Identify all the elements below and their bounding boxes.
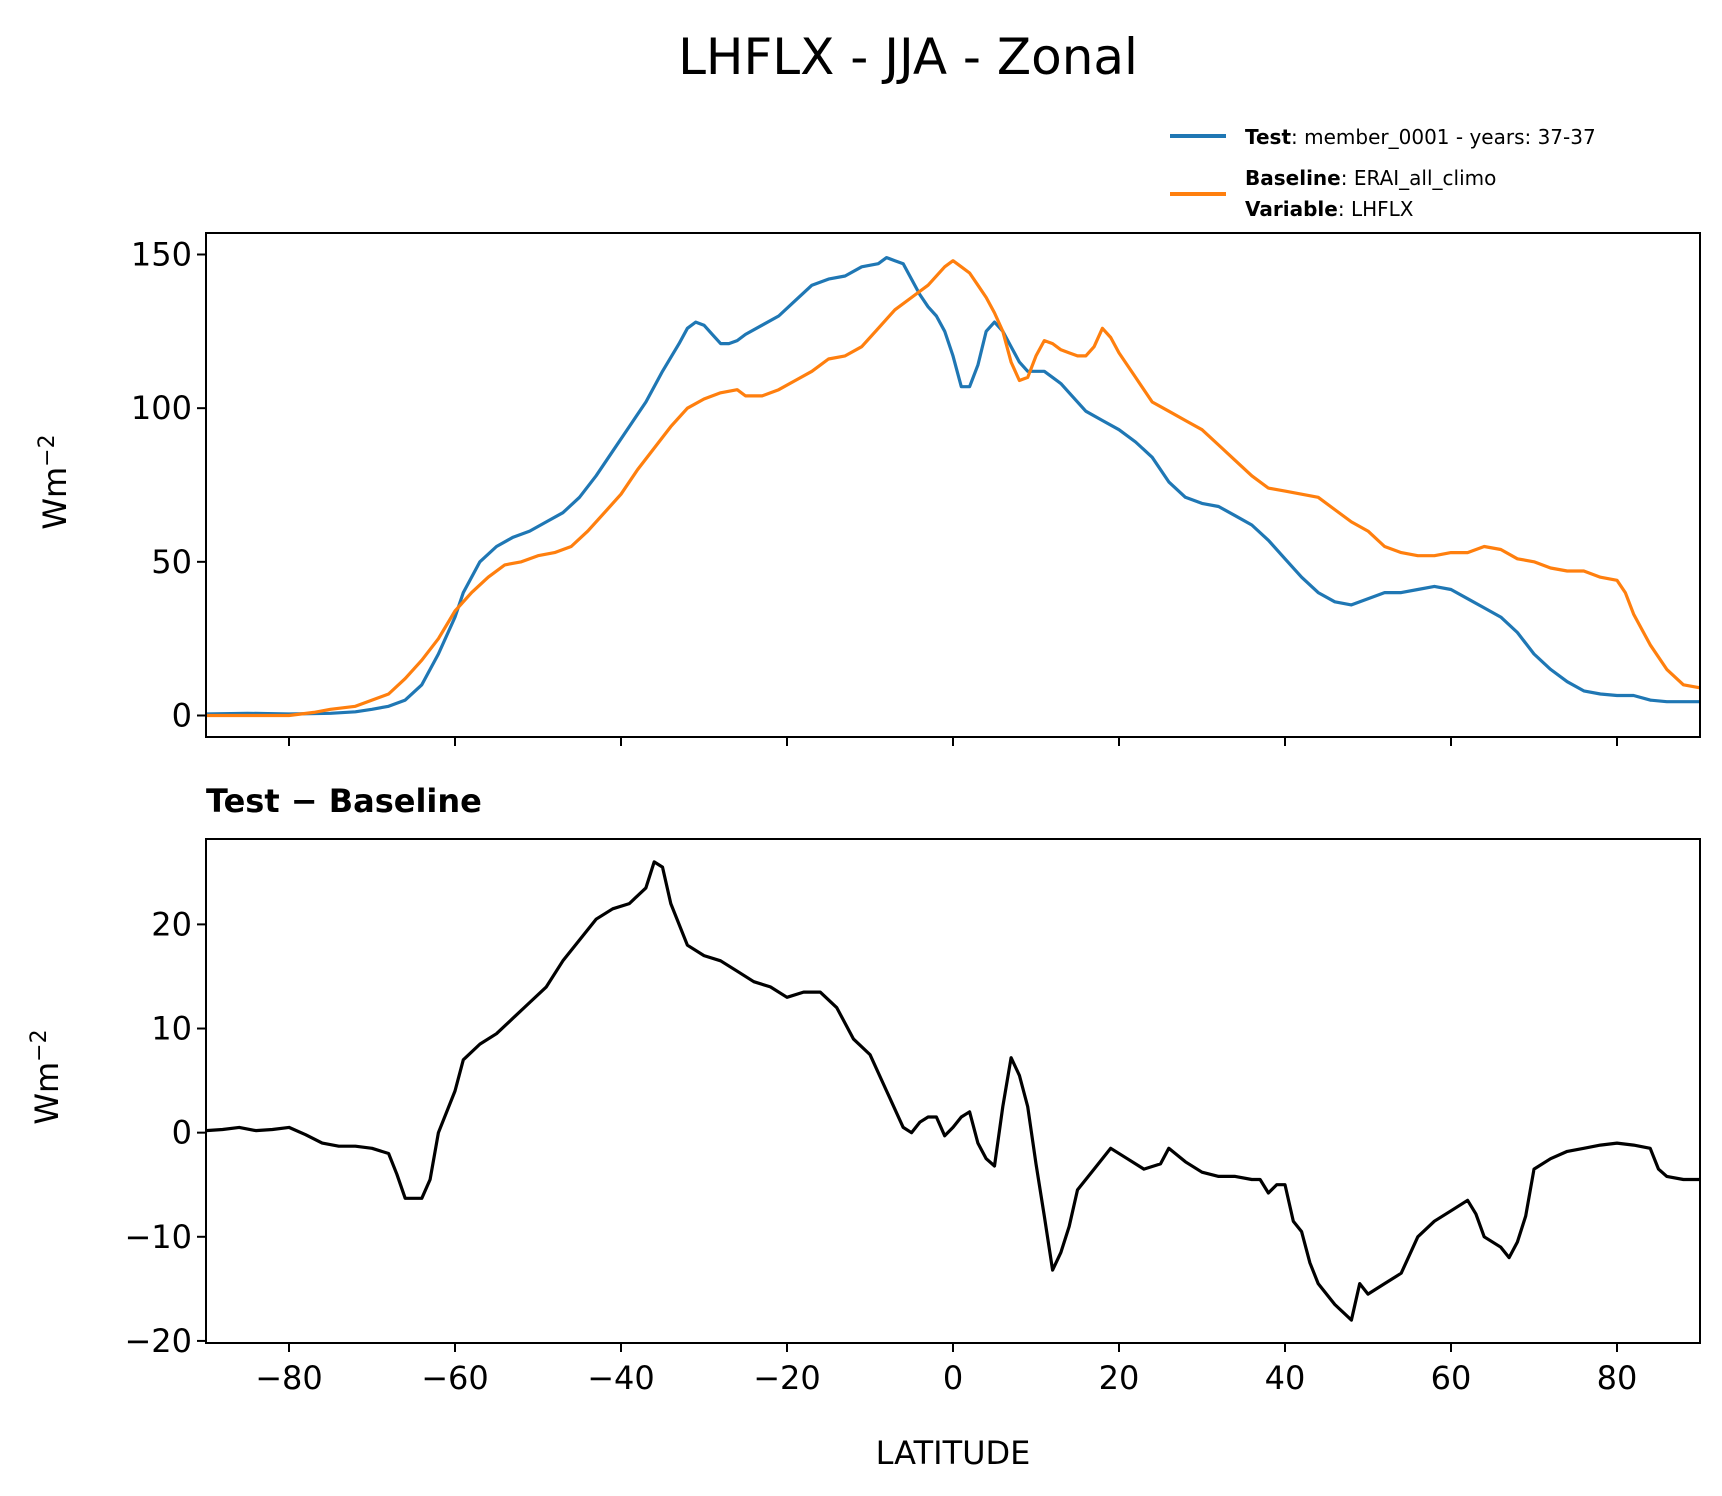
bottom-xtick-label: 80 [1597, 1359, 1638, 1397]
bottom-series-difference-line [205, 860, 1700, 1322]
top-series-baseline-line [206, 259, 1701, 718]
legend-value-test: member_0001 - years: 37-37 [1304, 125, 1596, 149]
bottom-xtick-label: −20 [753, 1359, 821, 1397]
legend-sep-variable: : [1338, 197, 1351, 221]
legend-key-baseline: Baseline [1245, 166, 1341, 190]
legend-entry-baseline: Baseline: ERAI_all_climo [1245, 166, 1496, 190]
chart-title: LHFLX - JJA - Zonal [678, 28, 1138, 86]
bottom-ylabel: Wm−2 [27, 1029, 66, 1124]
bottom-xtick-label: −80 [255, 1359, 323, 1397]
legend: Test: member_0001 - years: 37-37 Baselin… [1170, 125, 1596, 221]
legend-key-test: Test [1245, 125, 1291, 149]
top-ytick-label: 50 [151, 543, 192, 581]
bottom-xtick-label: 20 [1099, 1359, 1140, 1397]
x-axis-label: LATITUDE [876, 1434, 1031, 1472]
top-panel: 0 50 100 150 [131, 232, 1701, 746]
top-ylabel-unit: Wm [36, 467, 74, 530]
bottom-xtick-label: 60 [1431, 1359, 1472, 1397]
bottom-ylabel-exponent: −2 [27, 1029, 52, 1061]
bottom-ytick-label: 20 [151, 905, 192, 943]
bottom-xtick-label: 40 [1265, 1359, 1306, 1397]
bottom-xtick-label: −60 [421, 1359, 489, 1397]
legend-value-baseline: ERAI_all_climo [1354, 166, 1497, 190]
legend-value-variable: LHFLX [1351, 197, 1414, 221]
top-ytick-label: 0 [172, 696, 192, 734]
bottom-ytick-label: 10 [151, 1010, 192, 1048]
top-series-test-line [205, 256, 1700, 716]
top-ylabel: Wm−2 [35, 434, 74, 529]
legend-entry-test: Test: member_0001 - years: 37-37 [1245, 125, 1596, 149]
legend-sep-baseline: : [1341, 166, 1354, 190]
bottom-ytick-label: −20 [124, 1322, 192, 1360]
top-plot-frame [205, 232, 1701, 738]
legend-entry-variable: Variable: LHFLX [1245, 197, 1414, 221]
legend-sep-test: : [1291, 125, 1304, 149]
bottom-xtick-label: 0 [943, 1359, 963, 1397]
bottom-ytick-label: 0 [172, 1114, 192, 1152]
bottom-ylabel-unit: Wm [28, 1062, 66, 1125]
bottom-xtick-label: −40 [587, 1359, 655, 1397]
bottom-ytick-label: −10 [124, 1218, 192, 1256]
top-ylabel-exponent: −2 [35, 434, 60, 466]
top-ytick-label: 150 [131, 236, 192, 274]
bottom-plot-frame [205, 838, 1701, 1344]
top-ytick-label: 100 [131, 389, 192, 427]
bottom-panel: −20 −10 0 10 20 −80 −60 −40 −20 0 20 40 60 80 [124, 838, 1701, 1397]
diff-panel-title: Test − Baseline [206, 782, 482, 820]
legend-key-variable: Variable [1245, 197, 1338, 221]
